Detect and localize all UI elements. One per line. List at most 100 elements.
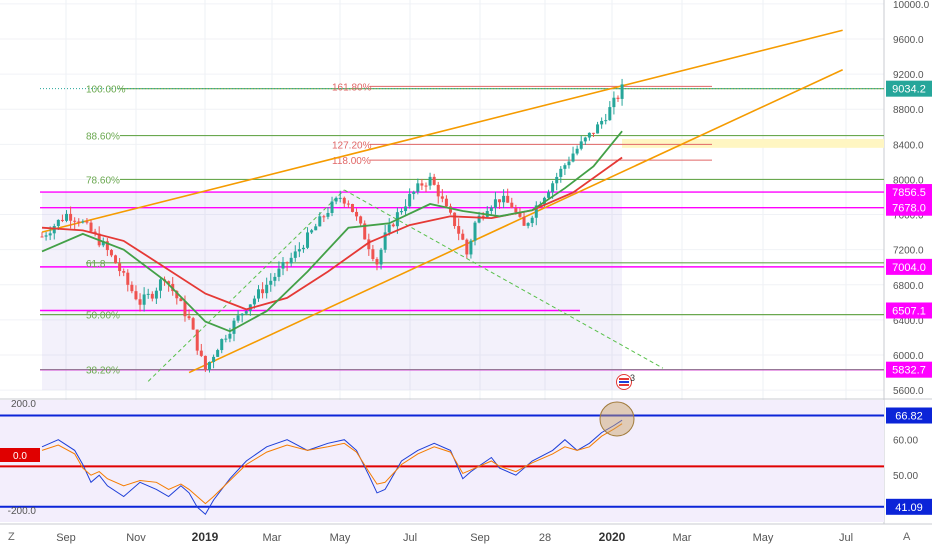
candle-body xyxy=(199,350,203,356)
candle-body xyxy=(134,291,138,300)
candle-body xyxy=(436,184,440,197)
oscillator-line-blue xyxy=(41,419,623,515)
candle-body xyxy=(555,176,559,184)
candle-body xyxy=(240,313,244,316)
candle-body xyxy=(105,241,109,251)
candle-body xyxy=(81,221,85,223)
highlight-circle xyxy=(599,401,635,437)
candle-body xyxy=(89,222,93,232)
level-badge xyxy=(886,199,932,216)
candle-body xyxy=(620,84,624,99)
auto-scale-toggle[interactable]: A xyxy=(903,531,911,543)
candle-body xyxy=(289,257,293,264)
candle-body xyxy=(187,316,191,319)
candle-body xyxy=(293,251,297,258)
candle-body xyxy=(301,247,305,250)
candle-body xyxy=(383,232,387,250)
candle-body xyxy=(146,293,150,295)
candle-body xyxy=(60,219,64,221)
candle-body xyxy=(596,124,600,134)
level-badge-label: 7856.5 xyxy=(892,187,926,199)
candle-body xyxy=(167,281,171,284)
candle-body xyxy=(522,216,526,226)
candle-body xyxy=(371,249,375,260)
time-tick: May xyxy=(753,532,774,544)
price-axis: 50.00 60.00 200.0 0.0 -200.0 5600.0 6000.0 6400… xyxy=(0,0,930,517)
candle-body xyxy=(612,97,616,108)
price-tick: 7600.0 xyxy=(893,211,924,222)
left-tick: -200.0 xyxy=(8,506,37,517)
upper-trend-line xyxy=(41,29,843,233)
candle-body xyxy=(114,255,118,264)
target-zone xyxy=(622,139,884,148)
candle-body xyxy=(73,220,77,222)
candle-body xyxy=(530,217,534,224)
candle-body xyxy=(48,233,52,236)
price-tick: 8400.0 xyxy=(893,140,924,151)
candle-body xyxy=(399,211,403,213)
candle-body xyxy=(457,226,461,234)
candle-body xyxy=(449,206,452,213)
candle-body xyxy=(346,203,350,205)
candle-body xyxy=(261,289,265,294)
candle-body xyxy=(526,223,530,226)
level-badge-label: 6507.1 xyxy=(892,305,926,317)
fib-level-label: 61.8 xyxy=(86,259,106,270)
candle-body xyxy=(273,276,277,281)
candle-body xyxy=(338,197,342,199)
fib-extension-label: 118.00% xyxy=(332,156,371,167)
price-tick: 10000.0 xyxy=(893,0,930,11)
candle-body xyxy=(265,284,269,294)
event-flag-icon[interactable]: 3 xyxy=(616,373,636,390)
price-tick: 6400.0 xyxy=(893,316,924,327)
candle-body xyxy=(587,132,591,138)
candle-body xyxy=(314,226,318,231)
candle-body xyxy=(93,231,97,234)
time-tick: Jul xyxy=(839,532,853,544)
candle-body xyxy=(220,339,224,351)
candle-body xyxy=(359,216,363,224)
time-tick: 2020 xyxy=(599,530,626,544)
fib-level-label: 100.00% xyxy=(86,85,126,96)
candle-body xyxy=(408,193,412,207)
candle-body xyxy=(269,280,273,285)
level-badge xyxy=(886,258,932,275)
candle-body xyxy=(342,197,346,204)
dashed-fall-line xyxy=(344,189,664,369)
candle-body xyxy=(195,329,199,351)
candle-body xyxy=(281,262,285,269)
candle-body xyxy=(212,356,216,362)
time-tick: Jul xyxy=(403,532,417,544)
candle-body xyxy=(130,284,134,292)
candle-body xyxy=(56,219,60,227)
candle-body xyxy=(330,201,334,213)
candle-body xyxy=(412,191,416,194)
candle-body xyxy=(583,137,587,142)
candle-body xyxy=(616,97,620,99)
price-tick: 7200.0 xyxy=(893,246,924,257)
time-tick: Mar xyxy=(673,532,692,544)
fib-extension-label: 127.20% xyxy=(332,140,372,151)
moving-averages xyxy=(41,130,623,333)
log-scale-toggle[interactable]: Z xyxy=(8,531,15,543)
candle-body xyxy=(109,250,113,256)
candle-body xyxy=(579,141,583,149)
candle-body xyxy=(461,233,465,240)
candle-body xyxy=(404,206,408,212)
band-badge xyxy=(886,498,932,515)
candle-body xyxy=(52,226,56,234)
time-tick: Nov xyxy=(126,532,146,544)
last-price-badge xyxy=(886,80,932,97)
candle-body xyxy=(469,240,473,255)
trend-lines[interactable] xyxy=(41,29,843,382)
candle-body xyxy=(534,205,538,218)
candle-body xyxy=(150,293,154,299)
candle-body xyxy=(465,239,469,255)
oscillator-line-orange xyxy=(41,423,623,505)
price-tick: 9200.0 xyxy=(893,70,924,81)
time-tick: 2019 xyxy=(192,530,219,544)
candle-body xyxy=(236,315,240,321)
candle-body xyxy=(297,249,301,252)
oscillator-background xyxy=(0,400,884,522)
